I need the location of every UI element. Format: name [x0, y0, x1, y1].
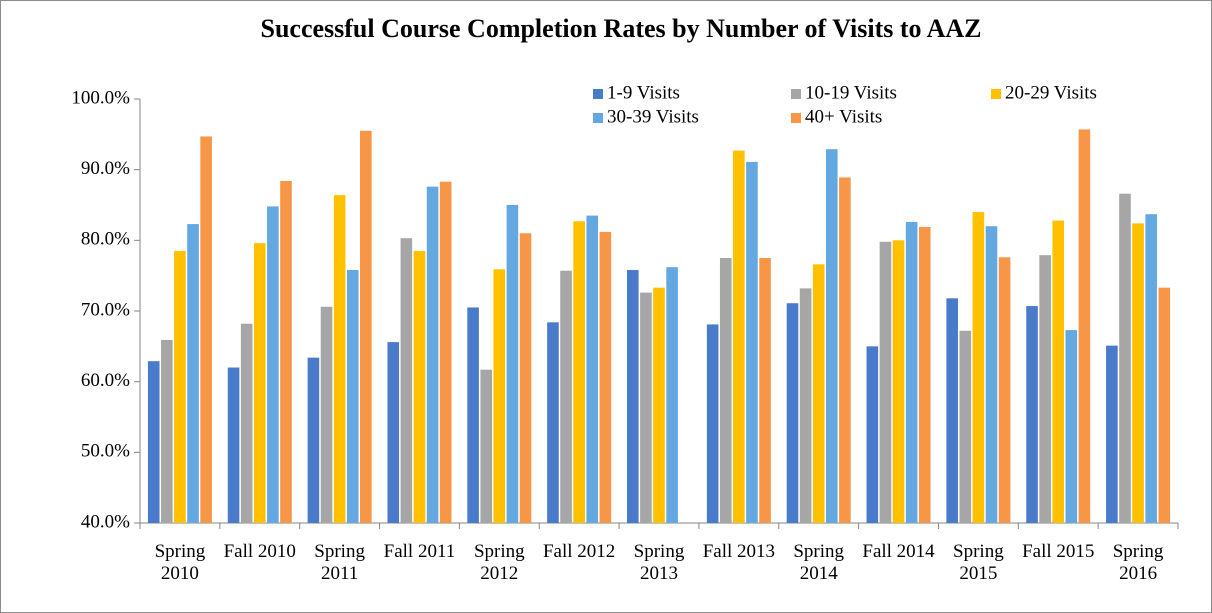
x-tick-label: Fall 2014	[862, 541, 935, 562]
x-tick-label: Spring 2016	[1112, 541, 1164, 584]
bar	[360, 130, 372, 524]
bar	[267, 206, 279, 523]
bar	[746, 161, 758, 524]
bar	[346, 270, 359, 523]
bar	[426, 186, 439, 524]
bar	[161, 339, 173, 523]
bar	[706, 324, 719, 523]
y-tick-label: 40.0%	[81, 511, 130, 532]
bar	[467, 307, 479, 523]
y-tick-label: 100.0%	[71, 87, 130, 108]
bar	[174, 250, 186, 523]
y-tick-label: 80.0%	[81, 229, 130, 250]
bar	[998, 257, 1011, 523]
bar	[1145, 214, 1157, 524]
bar	[519, 233, 532, 523]
bar	[387, 342, 400, 523]
bar	[825, 149, 838, 523]
legend-swatch	[593, 89, 603, 99]
legend-swatch	[791, 113, 801, 123]
bar	[946, 298, 958, 523]
bar	[666, 267, 678, 523]
bar	[240, 323, 253, 523]
legend-swatch	[593, 113, 603, 123]
bar	[320, 306, 333, 523]
x-tick-label: Spring 2014	[793, 541, 845, 584]
y-tick-label: 90.0%	[81, 158, 130, 179]
chart-title: Successful Course Completion Rates by Nu…	[260, 14, 981, 43]
legend-label: 20-29 Visits	[1005, 82, 1097, 103]
bar	[1039, 255, 1051, 523]
y-tick-label: 50.0%	[81, 441, 130, 462]
bar	[227, 367, 240, 523]
bar	[892, 240, 905, 524]
bar	[733, 150, 745, 523]
bar	[905, 221, 918, 523]
bar	[1052, 220, 1065, 523]
bar	[959, 330, 972, 523]
bar	[1158, 287, 1171, 523]
bar	[972, 212, 985, 524]
bar	[866, 346, 879, 523]
bar	[1106, 345, 1118, 523]
bar	[799, 288, 812, 523]
bar	[560, 270, 572, 523]
bar	[1065, 330, 1078, 523]
bar	[439, 181, 452, 523]
legend-swatch	[991, 89, 1001, 99]
y-tick-label: 70.0%	[81, 299, 130, 320]
x-tick-label: Fall 2010	[223, 541, 296, 562]
bar	[1119, 193, 1131, 523]
x-tick-label: Spring 2015	[953, 541, 1004, 584]
bar	[333, 195, 346, 523]
x-tick-label: Spring 2013	[633, 541, 685, 584]
bar	[1026, 306, 1038, 523]
bar	[187, 224, 199, 523]
x-tick-label: Fall 2011	[383, 541, 456, 562]
x-tick-label: Fall 2013	[702, 541, 775, 562]
bar	[786, 303, 799, 523]
bar	[493, 269, 506, 523]
legend-label: 1-9 Visits	[607, 82, 680, 103]
bar	[640, 292, 652, 523]
x-tick-label: Spring 2011	[314, 541, 365, 584]
bar	[547, 322, 559, 523]
legend-label: 40+ Visits	[805, 106, 882, 127]
bar	[1132, 223, 1144, 523]
bar	[759, 258, 771, 523]
bar	[307, 357, 320, 523]
bar	[839, 177, 851, 523]
bar	[879, 241, 892, 523]
bar	[506, 205, 519, 523]
x-tick-label: Fall 2012	[542, 541, 616, 562]
x-tick-label: Spring 2010	[154, 541, 206, 584]
bar	[200, 136, 212, 523]
legend-swatch	[791, 89, 801, 99]
y-tick-label: 60.0%	[81, 370, 130, 391]
bar	[400, 238, 413, 524]
x-tick-label: Fall 2015	[1022, 541, 1095, 562]
bar	[253, 243, 266, 523]
bar	[812, 264, 825, 523]
bar	[599, 231, 612, 523]
bar	[1078, 129, 1091, 524]
bar	[413, 250, 426, 523]
bar	[719, 258, 732, 523]
bar	[280, 180, 292, 523]
x-tick-label: Spring 2012	[473, 541, 525, 584]
bar	[985, 226, 998, 523]
bar	[653, 287, 665, 523]
bar	[147, 361, 160, 523]
legend-label: 10-19 Visits	[805, 82, 897, 103]
bar	[586, 215, 599, 523]
bar	[573, 221, 585, 523]
bar	[627, 270, 639, 523]
bar	[918, 226, 931, 523]
bar	[480, 369, 493, 523]
legend-label: 30-39 Visits	[607, 106, 699, 127]
